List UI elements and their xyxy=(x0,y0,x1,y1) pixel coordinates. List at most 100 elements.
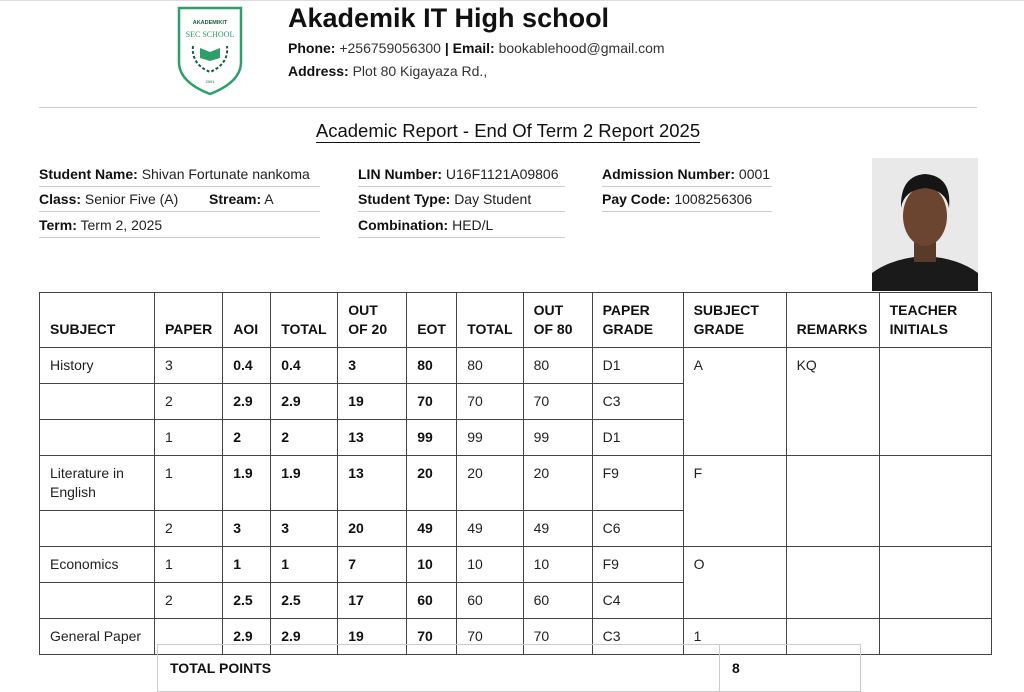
results-table: SUBJECT PAPER AOI TOTAL OUT OF 20 EOT TOTAL OUT… xyxy=(39,292,992,655)
result-cell: 60 xyxy=(522,582,593,619)
result-cell: 10 xyxy=(406,546,458,583)
subject-cell xyxy=(39,510,155,547)
result-cell: 13 xyxy=(337,455,408,511)
result-cell: 1 xyxy=(270,546,339,583)
column-header: OUT OF 80 xyxy=(522,292,593,348)
report-title-row: Academic Report - End Of Term 2 Report 2… xyxy=(0,120,1016,143)
email: bookablehood@gmail.com xyxy=(498,40,665,56)
report-title: Academic Report - End Of Term 2 Report 2… xyxy=(315,120,701,143)
result-cell: 2 xyxy=(222,419,272,456)
phone: +256759056300 xyxy=(339,40,441,56)
subject: History xyxy=(39,347,155,384)
result-cell: 70 xyxy=(456,383,524,420)
column-header: TOTAL xyxy=(270,292,339,348)
label: Term: xyxy=(39,217,77,233)
totals-row: TOTAL POINTS 8 xyxy=(157,644,861,692)
result-cell: 99 xyxy=(406,419,458,456)
column-header: PAPER xyxy=(153,292,224,348)
field: Combination: HED/L xyxy=(358,217,565,238)
result-cell: 80 xyxy=(522,347,593,384)
result-cell: 10 xyxy=(522,546,593,583)
contact-line: Phone: +256759056300 | Email: bookableho… xyxy=(288,40,665,56)
result-cell: D1 xyxy=(591,347,684,384)
field: Student Name: Shivan Fortunate nankoma xyxy=(39,166,320,187)
address-line: Address: Plot 80 Kigayaza Rd., xyxy=(288,63,487,79)
field: Term: Term 2, 2025 xyxy=(39,217,320,238)
result-cell: C4 xyxy=(591,582,684,619)
totals-table: TOTAL POINTS 8 xyxy=(157,644,861,692)
result-cell: D1 xyxy=(591,419,684,456)
result-cell: 19 xyxy=(337,383,408,420)
value: 0001 xyxy=(738,166,771,182)
result-cell: 20 xyxy=(456,455,524,511)
subject-grade: O xyxy=(682,546,787,619)
result-cell: 1.9 xyxy=(270,455,339,511)
subject-cell xyxy=(39,419,155,456)
result-cell: 3 xyxy=(153,347,224,384)
column-header: EOT xyxy=(406,292,458,348)
header-row: SUBJECT PAPER AOI TOTAL OUT OF 20 EOT TOTAL OUT… xyxy=(39,292,992,348)
result-cell: 2 xyxy=(153,510,224,547)
label: LIN Number: xyxy=(358,166,442,182)
remarks xyxy=(785,455,880,547)
label: Stream: xyxy=(209,191,262,207)
logo-middle: SEC SCHOOL xyxy=(186,30,235,39)
column-header: TEACHER INITIALS xyxy=(878,292,992,348)
result-cell: 49 xyxy=(456,510,524,547)
label: Admission Number: xyxy=(602,166,736,182)
result-cell: 20 xyxy=(337,510,408,547)
value: A xyxy=(264,191,274,207)
subject-grade: A xyxy=(682,347,787,456)
result-row: 2 2.9 2.9 19 70 70 70 C3 xyxy=(39,383,992,420)
field: Pay Code: 1008256306 xyxy=(602,191,772,212)
result-cell: F9 xyxy=(591,455,684,511)
school-name: Akademik IT High school xyxy=(288,3,610,33)
field: Admission Number: 0001 xyxy=(602,166,772,187)
result-cell: 49 xyxy=(406,510,458,547)
column-header: OUT OF 20 xyxy=(337,292,408,348)
result-row: 1 2 2 13 99 99 99 D1 xyxy=(39,419,992,456)
result-cell: 49 xyxy=(522,510,593,547)
result-cell: C6 xyxy=(591,510,684,547)
subject: Literature in English xyxy=(39,455,155,511)
result-cell: 0.4 xyxy=(222,347,272,384)
result-cell: 2.9 xyxy=(222,383,272,420)
school-logo: AKADEMIKIT SEC SCHOOL 2001 xyxy=(177,6,243,96)
field: Student Type: Day Student xyxy=(358,191,565,212)
result-cell: 7 xyxy=(337,546,408,583)
result-cell: 80 xyxy=(406,347,458,384)
result-cell: 2.5 xyxy=(270,582,339,619)
address-label: Address: xyxy=(288,63,349,79)
result-cell: 99 xyxy=(456,419,524,456)
result-cell: 3 xyxy=(337,347,408,384)
teacher-initials xyxy=(878,347,992,456)
result-cell: 99 xyxy=(522,419,593,456)
result-cell: 60 xyxy=(406,582,458,619)
remarks: KQ xyxy=(785,347,880,456)
value: Term 2, 2025 xyxy=(80,217,163,233)
subject-cell xyxy=(39,383,155,420)
remarks xyxy=(785,546,880,619)
result-cell: 20 xyxy=(522,455,593,511)
result-cell: 2 xyxy=(270,419,339,456)
result-row: Literature in English 1 1.9 1.9 13 20 20 20 F9 F xyxy=(39,455,992,547)
label: Class: xyxy=(39,191,82,207)
subject-cell xyxy=(39,582,155,619)
column-header: SUBJECT GRADE xyxy=(682,292,787,348)
subject: General Paper xyxy=(39,618,155,655)
result-cell: 2 xyxy=(153,582,224,619)
student-photo xyxy=(872,158,978,291)
label: Student Type: xyxy=(358,191,451,207)
value: HED/L xyxy=(452,217,494,233)
email-label: Email: xyxy=(452,40,495,56)
result-cell: 1 xyxy=(153,546,224,583)
logo-top: AKADEMIKIT xyxy=(193,20,228,26)
value: U16F1121A09806 xyxy=(445,166,559,182)
value: 1008256306 xyxy=(674,191,753,207)
result-cell: 2.5 xyxy=(222,582,272,619)
result-cell: 1 xyxy=(153,455,224,511)
phone-label: Phone: xyxy=(288,40,336,56)
field: LIN Number: U16F1121A09806 xyxy=(358,166,565,187)
result-row: 2 2.5 2.5 17 60 60 60 C4 xyxy=(39,582,992,619)
separator: | xyxy=(444,40,449,56)
